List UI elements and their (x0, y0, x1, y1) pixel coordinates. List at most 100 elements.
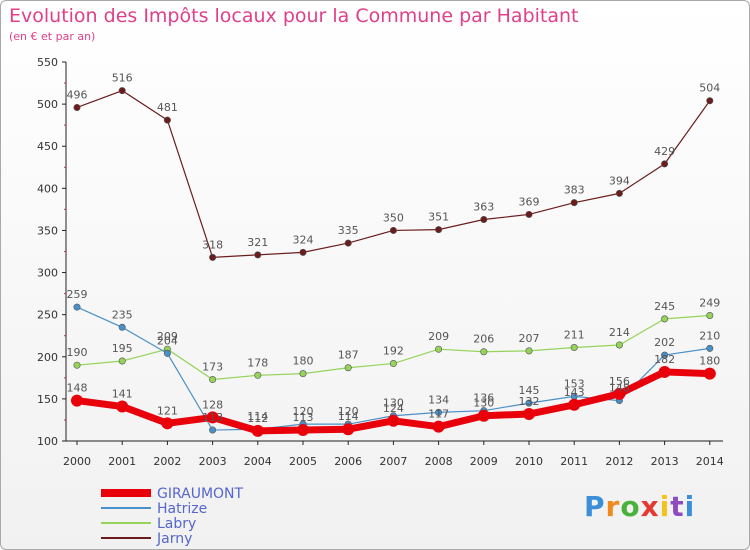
data-point-giraumont (387, 414, 400, 427)
data-label-giraumont: 180 (699, 355, 720, 368)
y-tick-label: 550 (37, 56, 58, 69)
data-label-jarny: 318 (202, 238, 223, 251)
data-point-labry (389, 360, 397, 368)
y-tick-label: 200 (37, 351, 58, 364)
data-point-labry (525, 347, 533, 355)
data-point-giraumont (297, 424, 309, 437)
data-point-hatrize (118, 323, 126, 331)
data-label-hatrize: 148 (609, 382, 630, 395)
logo-letter: P (584, 490, 606, 523)
data-label-labry: 245 (654, 300, 675, 313)
data-label-hatrize: 204 (157, 334, 178, 347)
data-point-jarny (209, 253, 217, 261)
data-label-jarny: 394 (609, 174, 630, 187)
data-label-jarny: 516 (112, 72, 133, 85)
x-tick-label: 2012 (605, 455, 633, 468)
data-point-jarny (118, 87, 126, 95)
data-label-jarny: 429 (654, 145, 675, 158)
logo-letter: r (605, 490, 621, 523)
data-point-labry (435, 345, 443, 353)
y-tick-label: 500 (37, 98, 58, 111)
data-label-labry: 178 (247, 356, 268, 369)
data-label-giraumont: 113 (293, 411, 314, 424)
data-label-hatrize: 235 (112, 308, 133, 321)
data-point-labry (254, 371, 262, 379)
data-point-giraumont (658, 365, 671, 378)
data-point-labry (73, 361, 81, 369)
data-label-labry: 209 (157, 330, 178, 343)
data-label-labry: 180 (293, 355, 314, 368)
data-point-hatrize (73, 303, 81, 311)
data-point-giraumont (523, 408, 535, 421)
data-label-jarny: 369 (519, 195, 540, 208)
data-point-giraumont (161, 417, 174, 430)
data-label-giraumont: 182 (654, 353, 675, 366)
data-point-jarny (435, 226, 443, 234)
data-label-hatrize: 114 (247, 410, 268, 423)
data-label-labry: 207 (519, 332, 540, 345)
x-tick-label: 2004 (244, 455, 272, 468)
data-label-jarny: 351 (428, 211, 449, 224)
data-label-giraumont: 128 (202, 398, 223, 411)
data-label-jarny: 481 (157, 101, 178, 114)
legend-label-giraumont: GIRAUMONT (157, 486, 244, 502)
legend-label-labry: Labry (157, 516, 196, 532)
data-label-jarny: 383 (564, 184, 585, 197)
data-point-jarny (480, 215, 488, 223)
data-point-giraumont (342, 423, 355, 436)
data-label-labry: 209 (428, 330, 449, 343)
data-point-jarny (254, 251, 262, 259)
data-point-jarny (615, 189, 623, 197)
data-point-jarny (299, 248, 307, 256)
data-point-jarny (344, 239, 352, 247)
data-point-labry (480, 348, 488, 356)
y-tick-label: 300 (37, 267, 58, 280)
legend-label-hatrize: Hatrize (157, 501, 207, 517)
data-point-giraumont (477, 409, 490, 422)
data-label-labry: 206 (473, 333, 494, 346)
data-point-hatrize (163, 349, 171, 357)
data-label-giraumont: 121 (157, 404, 178, 417)
data-point-labry (118, 357, 126, 365)
legend-label-jarny: Jarny (156, 531, 192, 547)
x-tick-label: 2003 (199, 455, 227, 468)
data-label-jarny: 335 (338, 224, 359, 237)
y-tick-label: 450 (37, 140, 58, 153)
y-tick-label: 250 (37, 309, 58, 322)
y-tick-label: 400 (37, 182, 58, 195)
data-label-jarny: 321 (247, 236, 268, 249)
data-label-hatrize: 113 (202, 411, 223, 424)
logo-letter: x (640, 490, 660, 523)
data-point-hatrize (209, 426, 217, 434)
data-label-hatrize: 202 (654, 336, 675, 349)
data-label-hatrize: 210 (699, 329, 720, 342)
data-label-labry: 214 (609, 326, 630, 339)
data-point-jarny (661, 160, 669, 168)
data-label-jarny: 324 (293, 233, 314, 246)
data-label-giraumont: 141 (112, 387, 133, 400)
data-label-hatrize: 136 (473, 392, 494, 405)
data-label-labry: 187 (338, 349, 359, 362)
y-tick-label: 350 (37, 224, 58, 237)
data-point-labry (299, 370, 307, 378)
data-point-giraumont (116, 400, 129, 413)
logo-letter: o (620, 490, 641, 523)
data-point-hatrize (661, 351, 669, 359)
data-point-hatrize (706, 344, 714, 352)
data-label-giraumont: 114 (338, 410, 359, 423)
x-tick-label: 2010 (515, 455, 543, 468)
data-point-hatrize (525, 399, 533, 407)
data-label-giraumont: 148 (67, 382, 88, 395)
x-tick-label: 2014 (696, 455, 724, 468)
proxiti-logo: Proxiti (584, 490, 695, 523)
x-tick-label: 2009 (470, 455, 498, 468)
data-label-labry: 249 (699, 297, 720, 310)
data-label-jarny: 504 (699, 82, 720, 95)
data-point-jarny (389, 226, 397, 234)
x-tick-label: 2006 (334, 455, 362, 468)
data-point-labry (706, 312, 714, 320)
data-label-hatrize: 130 (383, 397, 404, 410)
data-point-labry (209, 376, 217, 384)
